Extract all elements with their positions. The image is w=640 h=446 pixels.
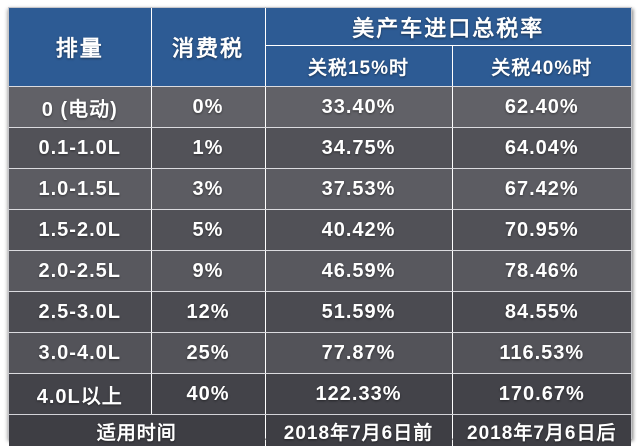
footer-tariff-40-period: 2018年7月6日后: [451, 414, 632, 446]
cell-rate-tariff-15: 40.42%: [264, 209, 452, 251]
cell-consumption-tax: 5%: [150, 209, 265, 251]
footer-tariff-15-period: 2018年7月6日前: [264, 414, 452, 446]
cell-consumption-tax: 40%: [150, 373, 265, 415]
table-row: 1.5-2.0L 5% 40.42% 70.95%: [9, 209, 632, 251]
cell-rate-tariff-15: 77.87%: [264, 332, 452, 374]
cell-displacement: 1.0-1.5L: [9, 168, 151, 210]
cell-rate-tariff-40: 78.46%: [451, 250, 632, 292]
cell-rate-tariff-15: 46.59%: [264, 250, 452, 292]
cell-displacement: 0.1-1.0L: [9, 127, 151, 169]
cell-rate-tariff-15: 51.59%: [264, 291, 452, 333]
table-row: 2.5-3.0L 12% 51.59% 84.55%: [9, 291, 632, 333]
table-row: 4.0L以上 40% 122.33% 170.67%: [9, 373, 632, 415]
footer-row: 适用时间 2018年7月6日前 2018年7月6日后: [9, 414, 632, 446]
cell-displacement: 2.5-3.0L: [9, 291, 151, 333]
cell-consumption-tax: 1%: [150, 127, 265, 169]
cell-rate-tariff-40: 170.67%: [451, 373, 632, 415]
table-row: 1.0-1.5L 3% 37.53% 67.42%: [9, 168, 632, 210]
cell-rate-tariff-40: 84.55%: [451, 291, 632, 333]
header-tariff-40: 关税40%时: [451, 45, 632, 87]
cell-rate-tariff-15: 33.40%: [264, 86, 452, 128]
cell-consumption-tax: 9%: [150, 250, 265, 292]
table-row: 2.0-2.5L 9% 46.59% 78.46%: [9, 250, 632, 292]
cell-rate-tariff-40: 67.42%: [451, 168, 632, 210]
table-footer: 适用时间 2018年7月6日前 2018年7月6日后: [9, 414, 632, 446]
cell-consumption-tax: 12%: [150, 291, 265, 333]
cell-consumption-tax: 25%: [150, 332, 265, 374]
header-tariff-15: 关税15%时: [264, 45, 452, 87]
cell-rate-tariff-40: 116.53%: [451, 332, 632, 374]
cell-rate-tariff-40: 62.40%: [451, 86, 632, 128]
cell-displacement: 1.5-2.0L: [9, 209, 151, 251]
cell-rate-tariff-15: 37.53%: [264, 168, 452, 210]
table-row: 0 (电动) 0% 33.40% 62.40%: [9, 86, 632, 128]
tax-table-card: 排量 消费税 美产车进口总税率 关税15%时 关税40%时 0 (电动) 0% 33…: [8, 7, 632, 446]
header-total-rate-title: 美产车进口总税率: [264, 8, 632, 46]
cell-displacement: 3.0-4.0L: [9, 332, 151, 374]
cell-displacement: 2.0-2.5L: [9, 250, 151, 292]
cell-consumption-tax: 3%: [150, 168, 265, 210]
tax-rate-table: 排量 消费税 美产车进口总税率 关税15%时 关税40%时 0 (电动) 0% 33…: [9, 8, 632, 446]
header-consumption-tax: 消费税: [151, 8, 265, 87]
footer-label: 适用时间: [9, 414, 265, 446]
cell-rate-tariff-40: 64.04%: [451, 127, 632, 169]
cell-displacement: 0 (电动): [9, 86, 151, 128]
cell-rate-tariff-15: 34.75%: [264, 127, 452, 169]
cell-rate-tariff-15: 122.33%: [264, 373, 452, 415]
table-body: 0 (电动) 0% 33.40% 62.40% 0.1-1.0L 1% 34.75% 64.0…: [9, 86, 632, 415]
table-header: 排量 消费税 美产车进口总税率 关税15%时 关税40%时: [9, 8, 632, 87]
table-row: 3.0-4.0L 25% 77.87% 116.53%: [9, 332, 632, 374]
cell-consumption-tax: 0%: [150, 86, 265, 128]
cell-rate-tariff-40: 70.95%: [451, 209, 632, 251]
header-displacement: 排量: [9, 8, 152, 87]
table-row: 0.1-1.0L 1% 34.75% 64.04%: [9, 127, 632, 169]
cell-displacement: 4.0L以上: [9, 373, 151, 415]
